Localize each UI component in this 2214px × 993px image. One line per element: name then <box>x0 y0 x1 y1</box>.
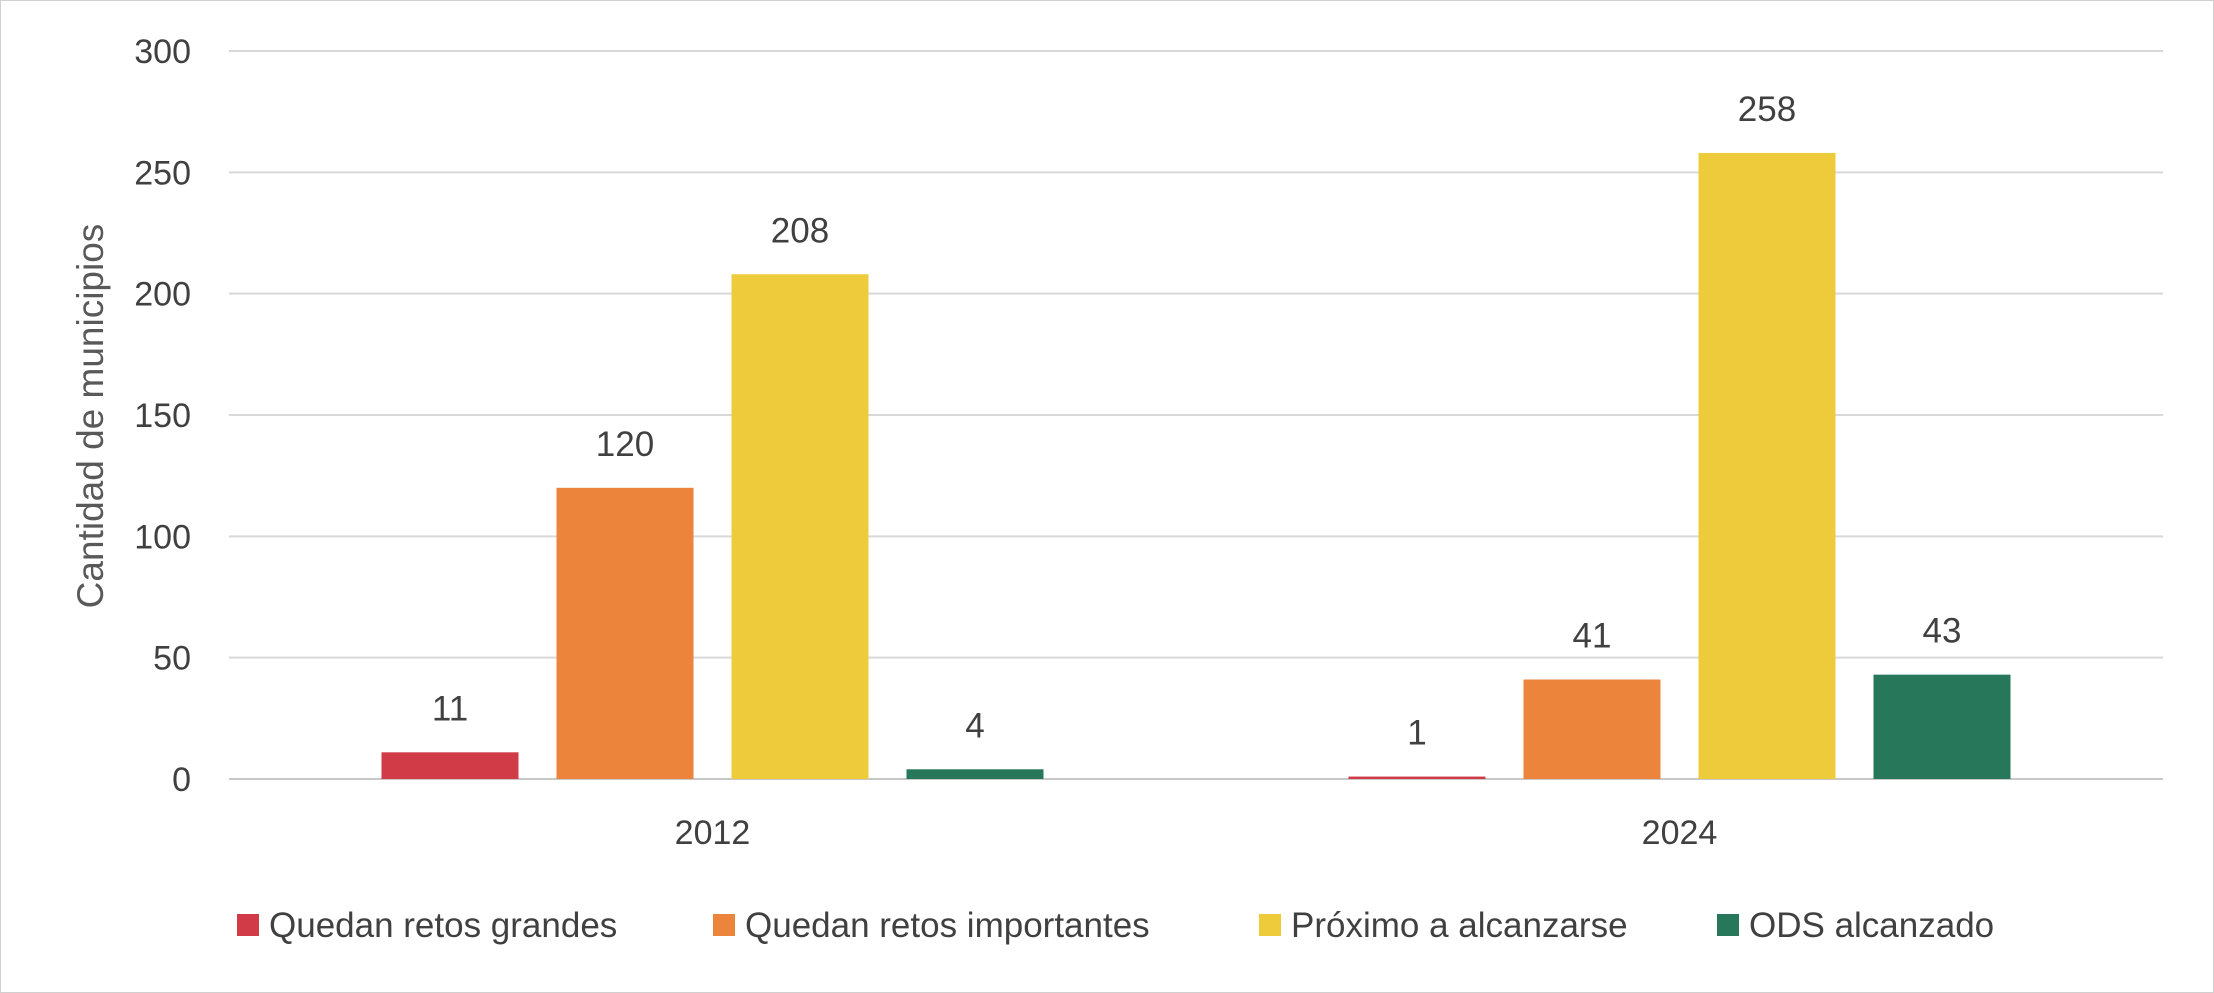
data-label: 43 <box>1923 612 1962 651</box>
legend-label: Quedan retos importantes <box>745 906 1150 945</box>
y-axis-title: Cantidad de municipios <box>70 224 111 609</box>
data-label: 41 <box>1573 617 1612 656</box>
y-tick-label: 200 <box>134 276 191 314</box>
data-label: 208 <box>771 211 829 250</box>
data-label: 1 <box>1407 714 1426 753</box>
y-tick-label: 50 <box>153 640 191 678</box>
legend-swatch <box>713 914 735 936</box>
legend-label: ODS alcanzado <box>1749 906 1994 945</box>
bars <box>381 152 2011 780</box>
legend-item: Quedan retos importantes <box>713 906 1150 945</box>
bar <box>1873 674 2011 779</box>
legend-item: ODS alcanzado <box>1717 906 1994 945</box>
bar <box>381 752 519 779</box>
bar <box>731 274 869 779</box>
y-tick-label: 300 <box>134 33 191 71</box>
bar <box>556 487 694 779</box>
data-label: 120 <box>596 425 654 464</box>
legend-swatch <box>1259 914 1281 936</box>
bar <box>906 769 1044 779</box>
y-axis-ticks: 0 50 100 150 200 250 300 <box>134 33 191 799</box>
y-tick-label: 0 <box>172 761 191 799</box>
data-label: 258 <box>1738 90 1796 129</box>
legend: Quedan retos grandes Quedan retos importa… <box>237 906 1994 945</box>
data-label: 11 <box>432 689 468 728</box>
bar <box>1348 776 1486 779</box>
data-label: 4 <box>965 706 984 745</box>
bar <box>1523 679 1661 779</box>
legend-label: Próximo a alcanzarse <box>1291 906 1628 945</box>
x-category-label: 2012 <box>675 814 751 852</box>
x-category-label: 2024 <box>1642 814 1718 852</box>
legend-swatch <box>1717 914 1739 936</box>
legend-swatch <box>237 914 259 936</box>
legend-label: Quedan retos grandes <box>269 906 617 945</box>
bar <box>1698 152 1836 780</box>
legend-item: Quedan retos grandes <box>237 906 617 945</box>
y-tick-label: 100 <box>134 518 191 556</box>
x-axis-categories: 2012 2024 <box>675 814 1718 852</box>
legend-item: Próximo a alcanzarse <box>1259 906 1628 945</box>
y-tick-label: 250 <box>134 154 191 192</box>
gridlines <box>229 50 2163 780</box>
y-tick-label: 150 <box>134 397 191 435</box>
